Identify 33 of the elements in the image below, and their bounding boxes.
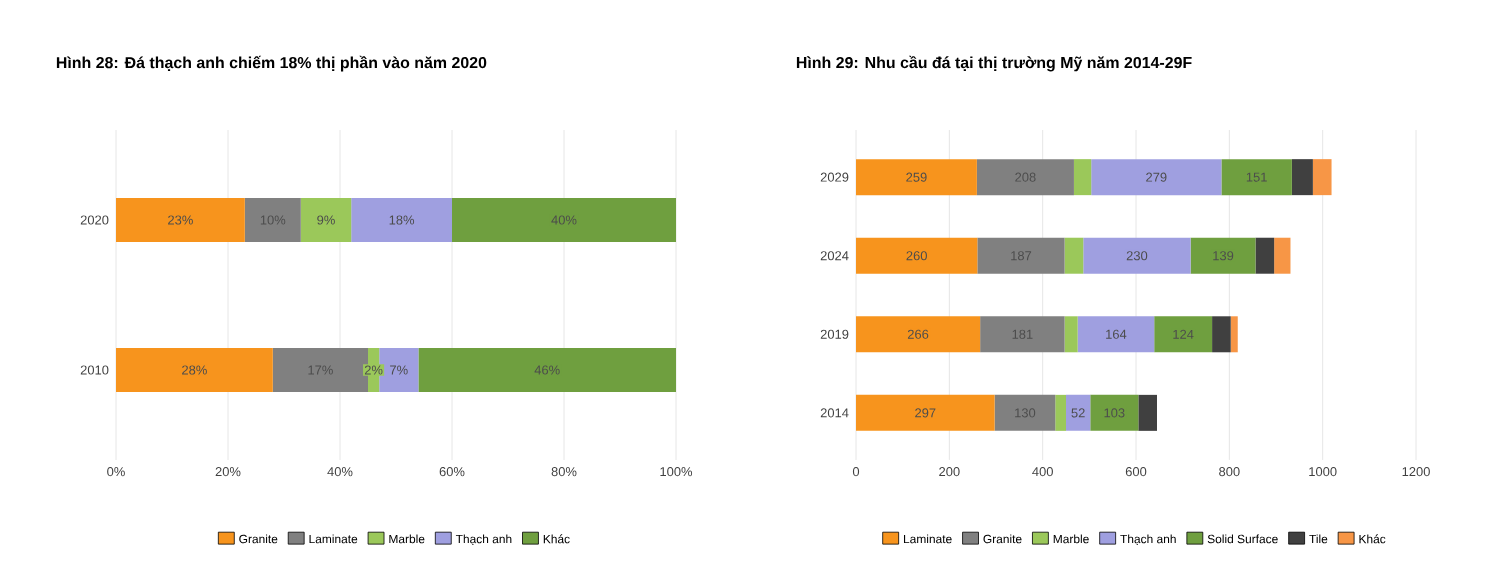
bar bbox=[1255, 237, 1275, 274]
bar bbox=[1073, 159, 1092, 196]
bar bbox=[1230, 316, 1238, 353]
bar bbox=[1083, 237, 1191, 274]
bar bbox=[1138, 394, 1158, 431]
bar bbox=[351, 198, 452, 242]
bar bbox=[1312, 159, 1332, 196]
bar bbox=[300, 198, 352, 242]
bar bbox=[1077, 316, 1155, 353]
bar bbox=[856, 159, 977, 196]
bar bbox=[977, 237, 1065, 274]
bar bbox=[1064, 316, 1078, 353]
bar bbox=[1291, 159, 1313, 196]
bar bbox=[418, 348, 677, 392]
bar bbox=[856, 316, 981, 353]
bar bbox=[856, 394, 995, 431]
bar bbox=[244, 198, 301, 242]
bar bbox=[976, 159, 1074, 196]
bar bbox=[994, 394, 1056, 431]
bar bbox=[1212, 316, 1231, 353]
bar bbox=[1154, 316, 1213, 353]
bar bbox=[1190, 237, 1256, 274]
bar bbox=[980, 316, 1065, 353]
bar bbox=[1055, 394, 1067, 431]
bar bbox=[116, 348, 273, 392]
bar bbox=[116, 198, 245, 242]
bar bbox=[1221, 159, 1292, 196]
bar bbox=[856, 237, 978, 274]
bar bbox=[1064, 237, 1084, 274]
bar bbox=[1274, 237, 1291, 274]
bar bbox=[1091, 159, 1222, 196]
bar bbox=[272, 348, 368, 392]
bar bbox=[452, 198, 677, 242]
